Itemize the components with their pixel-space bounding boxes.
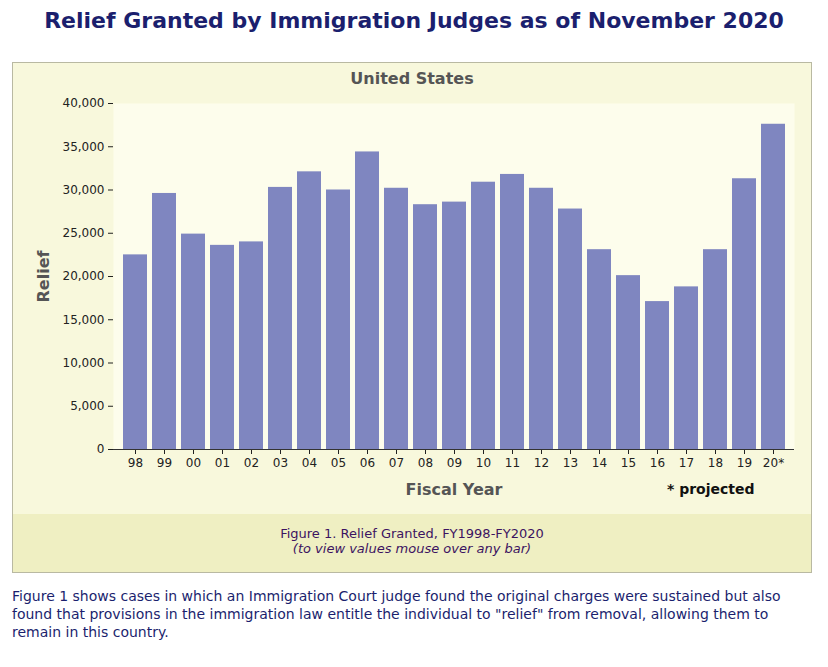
svg-text:08: 08: [418, 456, 433, 470]
html-text:Figure 1 shows cases in which: Figure 1 shows cases in which an Immigra…: [12, 588, 781, 640]
html-text:Relief Granted by Immigration: Relief Granted by Immigration Judges as …: [44, 8, 784, 33]
svg-text:12: 12: [534, 456, 549, 470]
svg-text:18: 18: [708, 456, 723, 470]
svg-text:09: 09: [447, 456, 462, 470]
html-text:Figure 1. Relief Granted, FY19: Figure 1. Relief Granted, FY1998-FY2020: [280, 526, 544, 541]
svg-text:Fiscal Year: Fiscal Year: [406, 480, 503, 499]
svg-text:14: 14: [592, 456, 607, 470]
svg-text:15: 15: [621, 456, 636, 470]
svg-text:35,000: 35,000: [63, 140, 105, 154]
svg-text:20*: 20*: [763, 456, 784, 470]
svg-text:5,000: 5,000: [70, 399, 104, 413]
svg-text:99: 99: [157, 456, 172, 470]
svg-text:01: 01: [215, 456, 230, 470]
svg-text:98: 98: [128, 456, 143, 470]
svg-text:04: 04: [302, 456, 317, 470]
svg-text:Relief: Relief: [34, 249, 53, 302]
svg-text:0: 0: [97, 442, 105, 456]
svg-text:16: 16: [650, 456, 665, 470]
svg-text:10,000: 10,000: [63, 356, 105, 370]
svg-text:02: 02: [244, 456, 259, 470]
svg-text:05: 05: [331, 456, 346, 470]
svg-text:25,000: 25,000: [63, 226, 105, 240]
html-text:* projected: * projected: [667, 481, 755, 497]
html-text:United States: United States: [350, 69, 474, 88]
svg-text:20,000: 20,000: [63, 269, 105, 283]
html-text:(to view values mouse over any: (to view values mouse over any bar): [292, 541, 532, 556]
svg-text:11: 11: [505, 456, 520, 470]
svg-text:13: 13: [563, 456, 578, 470]
svg-text:03: 03: [273, 456, 288, 470]
svg-text:40,000: 40,000: [63, 96, 105, 110]
svg-text:07: 07: [389, 456, 404, 470]
svg-text:06: 06: [360, 456, 375, 470]
svg-text:00: 00: [186, 456, 201, 470]
svg-text:15,000: 15,000: [63, 313, 105, 327]
svg-text:19: 19: [737, 456, 752, 470]
svg-text:30,000: 30,000: [63, 183, 105, 197]
svg-text:17: 17: [679, 456, 694, 470]
svg-text:10: 10: [476, 456, 491, 470]
